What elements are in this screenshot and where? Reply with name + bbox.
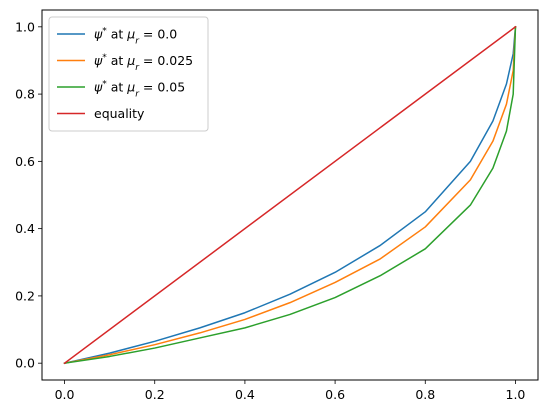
x-tick-label: 0.0 [55, 387, 75, 402]
series-layer [63, 25, 517, 365]
series-line-2 [63, 26, 517, 365]
legend-label: equality [94, 106, 145, 121]
x-tick-label: 0.2 [145, 387, 165, 402]
legend-box [48, 16, 209, 132]
legend: ψ* at μr = 0.0 ψ* at μr = 0.025 ψ* at μr =… [48, 16, 209, 132]
y-tick-label: 0.8 [15, 87, 35, 102]
x-tick-label: 0.8 [415, 387, 435, 402]
series-line-1 [63, 26, 517, 365]
x-tick-label: 0.6 [325, 387, 345, 402]
series-line-3 [63, 25, 517, 365]
x-tick-label: 1.0 [506, 387, 526, 402]
legend-label: ψ* at μr = 0.0 [94, 27, 177, 47]
series-line-0 [63, 26, 517, 365]
y-tick-label: 1.0 [15, 19, 35, 34]
y-tick-label: 0.4 [15, 221, 35, 236]
legend-label: ψ* at μr = 0.025 [94, 53, 193, 73]
y-tick-label: 0.6 [15, 154, 35, 169]
axes-frame [41, 9, 539, 381]
y-tick-label: 0.2 [15, 288, 35, 303]
legend-label: ψ* at μr = 0.05 [94, 80, 185, 100]
y-axis-ticks: 0.0 0.2 0.4 0.6 0.8 1.0 [15, 19, 42, 371]
x-tick-label: 0.4 [235, 387, 255, 402]
y-tick-label: 0.0 [15, 356, 35, 371]
x-axis-ticks: 0.0 0.2 0.4 0.6 0.8 1.0 [55, 380, 526, 402]
